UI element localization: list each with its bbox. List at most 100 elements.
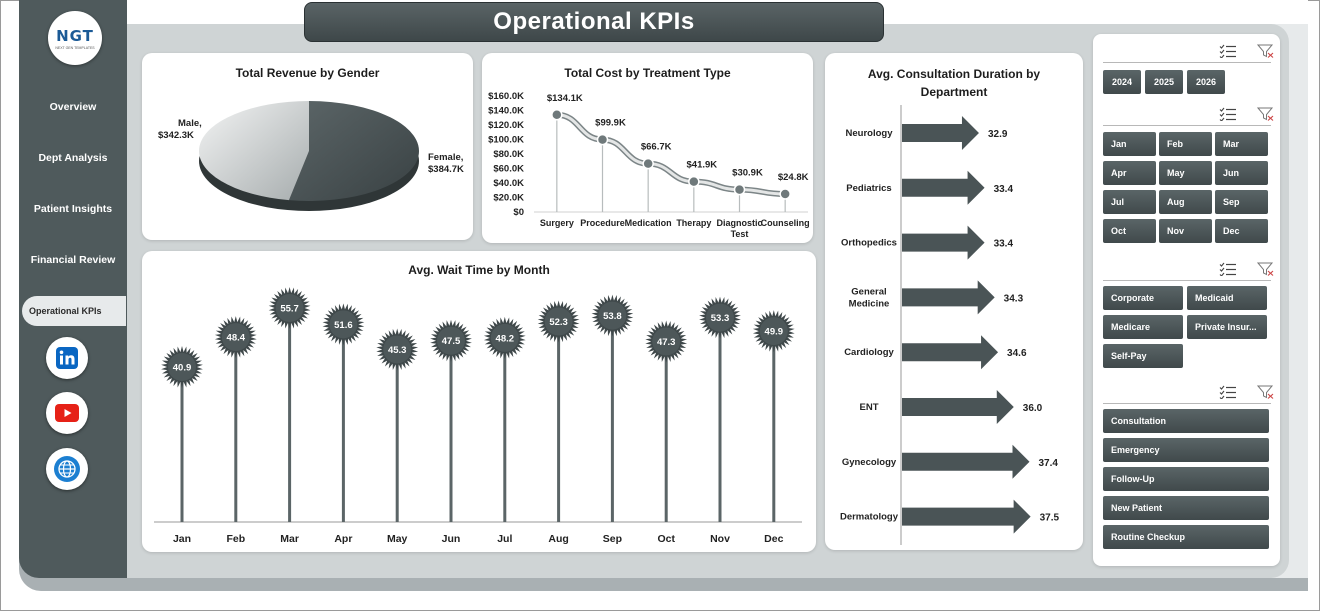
data-point[interactable]: [733, 183, 746, 196]
lollipop-stem: [341, 324, 345, 522]
nav-item-operational-kpis[interactable]: Operational KPIs: [22, 296, 126, 326]
pie-label-male-name: Male,: [178, 118, 202, 129]
logo-subtext: NEXT GEN TEMPLATES: [55, 45, 95, 50]
year-option-2024[interactable]: 2024: [1103, 70, 1141, 94]
insurance-option-0[interactable]: Corporate: [1103, 286, 1183, 310]
visit-option-3[interactable]: New Patient: [1103, 496, 1269, 520]
month-option-dec[interactable]: Dec: [1215, 219, 1268, 243]
month-option-apr[interactable]: Apr: [1103, 161, 1156, 185]
lollipop-stem: [610, 315, 614, 522]
pie-label-male-value: $342.3K: [158, 130, 194, 141]
slicer-panel: 2024 2025 2026 Jan Feb Mar Apr May Jun Jul Aug Sep O…: [1093, 34, 1280, 566]
visit-option-1[interactable]: Emergency: [1103, 438, 1269, 462]
visit-option-2[interactable]: Follow-Up: [1103, 467, 1269, 491]
lollipop-stem: [234, 337, 238, 522]
x-tick-label: Sep: [603, 533, 622, 545]
youtube-button[interactable]: [46, 392, 88, 434]
lollipop-stem: [503, 337, 507, 522]
lollipop-stem: [288, 308, 292, 522]
month-option-jun[interactable]: Jun: [1215, 161, 1268, 185]
chart-title: Total Revenue by Gender: [235, 66, 380, 80]
multi-select-icon[interactable]: [1219, 262, 1237, 276]
arrow-bar[interactable]: [902, 390, 1014, 424]
linkedin-button[interactable]: [46, 337, 88, 379]
x-tick-label: Jan: [173, 533, 191, 545]
data-label: 52.3: [549, 317, 568, 328]
data-point[interactable]: [596, 133, 609, 146]
arrow-bar[interactable]: [902, 170, 985, 205]
category-label: General Medicine: [849, 286, 890, 309]
slicer-toolbar: [1219, 44, 1275, 58]
logo-text: NGT: [56, 26, 94, 45]
arrow-bar[interactable]: [902, 444, 1030, 479]
pie-chart: Male, $342.3K Female, $384.7K: [158, 101, 464, 211]
insurance-option-1[interactable]: Medicaid: [1187, 286, 1267, 310]
data-label: $30.9K: [732, 168, 763, 179]
clear-filter-icon[interactable]: [1257, 107, 1275, 121]
x-tick-label: Jun: [442, 533, 461, 545]
pie-label-female-value: $384.7K: [428, 164, 464, 175]
data-point[interactable]: [688, 175, 700, 188]
lollipop-stem: [664, 341, 668, 522]
logo[interactable]: NGT NEXT GEN TEMPLATES: [48, 11, 102, 65]
month-option-aug[interactable]: Aug: [1159, 190, 1212, 214]
category-label: Dermatology: [840, 512, 899, 523]
data-label: $99.9K: [595, 118, 626, 129]
lollipop-head: [221, 323, 250, 352]
chart-title: Avg. Wait Time by Month: [408, 263, 550, 277]
x-tick-label: Therapy: [676, 218, 711, 228]
data-label: 36.0: [1023, 403, 1043, 414]
multi-select-icon[interactable]: [1219, 385, 1237, 399]
month-option-nov[interactable]: Nov: [1159, 219, 1212, 243]
nav-item-financial-review[interactable]: Financial Review: [30, 254, 116, 266]
month-option-jul[interactable]: Jul: [1103, 190, 1156, 214]
wait-time-card: Avg. Wait Time by Month 40.9 Jan 48.4 Feb 55…: [142, 251, 816, 552]
arrow-bar[interactable]: [902, 335, 999, 370]
pie-slice-female[interactable]: [288, 101, 420, 201]
chart-title: Avg. Consultation Duration by Department: [867, 67, 1041, 99]
month-option-mar[interactable]: Mar: [1215, 132, 1268, 156]
year-option-2026[interactable]: 2026: [1187, 70, 1225, 94]
data-point[interactable]: [551, 109, 563, 121]
month-option-may[interactable]: May: [1159, 161, 1212, 185]
month-option-feb[interactable]: Feb: [1159, 132, 1212, 156]
slicer-toolbar: [1219, 385, 1275, 399]
month-option-jan[interactable]: Jan: [1103, 132, 1156, 156]
clear-filter-icon[interactable]: [1257, 44, 1275, 58]
y-tick-label: $140.0K: [488, 106, 524, 117]
arrow-bar[interactable]: [902, 225, 985, 260]
data-point[interactable]: [779, 188, 791, 200]
y-tick-label: $0: [513, 207, 524, 218]
category-label: Cardiology: [844, 347, 894, 358]
page-title-bar: Operational KPIs: [304, 2, 884, 42]
pie-slice-male[interactable]: [199, 101, 309, 201]
nav-item-dept-analysis[interactable]: Dept Analysis: [38, 152, 108, 164]
data-label: $134.1K: [547, 93, 583, 104]
nav-item-patient-insights[interactable]: Patient Insights: [33, 203, 113, 215]
data-label: 37.4: [1039, 458, 1059, 469]
clear-filter-icon[interactable]: [1257, 262, 1275, 276]
arrow-bar[interactable]: [902, 116, 979, 150]
lollipop-chart: 40.9 Jan 48.4 Feb 55.7 Mar 51.6 Apr 45.3 May 47.5 J…: [154, 287, 802, 545]
month-option-oct[interactable]: Oct: [1103, 219, 1156, 243]
multi-select-icon[interactable]: [1219, 107, 1237, 121]
visit-option-0[interactable]: Consultation: [1103, 409, 1269, 433]
data-label: 55.7: [280, 304, 299, 315]
data-point[interactable]: [642, 157, 654, 170]
month-option-sep[interactable]: Sep: [1215, 190, 1268, 214]
insurance-option-3[interactable]: Private Insur...: [1187, 315, 1267, 339]
data-label: 47.5: [442, 336, 461, 347]
arrow-bar[interactable]: [902, 280, 995, 315]
sidebar: [19, 0, 127, 578]
multi-select-icon[interactable]: [1219, 44, 1237, 58]
website-button[interactable]: [46, 448, 88, 490]
year-option-2025[interactable]: 2025: [1145, 70, 1183, 94]
arrow-bar[interactable]: [902, 499, 1031, 534]
lollipop-stem: [557, 321, 561, 522]
nav-item-overview[interactable]: Overview: [49, 101, 97, 113]
clear-filter-icon[interactable]: [1257, 385, 1275, 399]
insurance-option-4[interactable]: Self-Pay: [1103, 344, 1183, 368]
y-tick-label: $120.0K: [488, 120, 524, 131]
visit-option-4[interactable]: Routine Checkup: [1103, 525, 1269, 549]
insurance-option-2[interactable]: Medicare: [1103, 315, 1183, 339]
